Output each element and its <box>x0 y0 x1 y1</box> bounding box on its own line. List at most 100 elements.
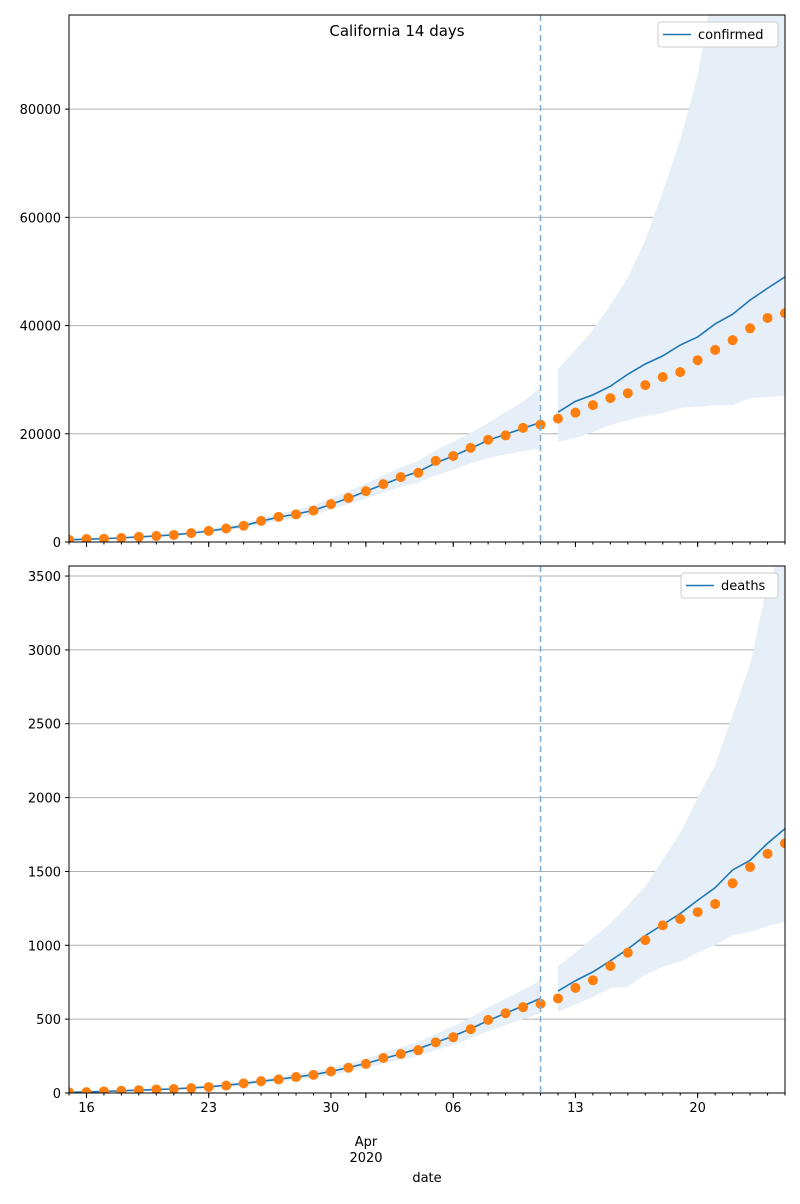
forecast-point <box>675 914 686 925</box>
observed-point <box>343 492 354 503</box>
observed-point <box>256 1076 267 1087</box>
observed-point <box>448 1032 459 1043</box>
x-tick-label: 30 <box>323 1101 340 1116</box>
observed-point <box>395 1049 406 1060</box>
observed-point <box>151 531 162 542</box>
confidence-band <box>69 387 541 541</box>
y-tick-label: 1500 <box>28 865 61 880</box>
observed-point <box>500 1008 511 1019</box>
x-axis-label: date <box>412 1171 441 1186</box>
observed-point <box>273 511 284 522</box>
confirmed-axes: 0 20000 40000 60000 80000 confirmed <box>20 14 786 551</box>
forecast-point <box>587 975 598 986</box>
forecast-point <box>727 878 738 889</box>
observed-point <box>238 520 249 531</box>
observed-point <box>168 1084 179 1093</box>
y-tick-label: 2000 <box>28 792 61 807</box>
observed-point <box>325 1066 336 1077</box>
forecast-line <box>557 828 785 992</box>
y-tick-label: 80000 <box>20 103 61 118</box>
legend-label: deaths <box>721 579 766 594</box>
observed-point <box>413 467 424 478</box>
x-tick-label: 13 <box>567 1101 584 1116</box>
forecast-point <box>570 982 581 993</box>
y-tick-label: 60000 <box>20 211 61 226</box>
forecast-point <box>762 312 773 323</box>
observed-point <box>69 534 74 542</box>
observed-point <box>81 1087 92 1093</box>
observed-point <box>465 442 476 453</box>
forecast-point <box>587 400 598 411</box>
forecast-point <box>640 935 651 946</box>
forecast-point <box>657 920 668 931</box>
observed-point <box>343 1062 354 1073</box>
observed-point <box>133 531 144 542</box>
observed-point <box>465 1024 476 1035</box>
x-tick-label: 23 <box>200 1101 217 1116</box>
legend-box <box>657 21 779 48</box>
observed-point <box>430 455 441 466</box>
observed-point <box>378 1052 389 1063</box>
observed-point <box>535 998 546 1009</box>
observed-point <box>116 532 127 542</box>
forecast-point <box>745 862 756 873</box>
x-tick-label: 06 <box>445 1101 462 1116</box>
axes-frame <box>68 565 786 1094</box>
confidence-band <box>69 980 541 1093</box>
chart-title: California 14 days <box>329 22 464 40</box>
observed-point <box>325 499 336 510</box>
observed-point <box>535 419 546 430</box>
y-tick-label: 3500 <box>28 570 61 585</box>
observed-point <box>116 1085 127 1093</box>
forecast-point <box>657 371 668 382</box>
observed-point <box>151 1084 162 1093</box>
confidence-band <box>557 566 785 1012</box>
observed-point <box>360 486 371 497</box>
forecast-point <box>710 898 721 909</box>
plot-area <box>69 566 785 1093</box>
plot-area <box>69 15 785 542</box>
legend: confirmed <box>657 21 779 48</box>
observed-point <box>98 533 109 542</box>
observed-point <box>221 523 232 534</box>
observed-point <box>395 472 406 483</box>
y-tick-label: 0 <box>53 536 61 551</box>
y-tick-label: 20000 <box>20 428 61 443</box>
observed-point <box>273 1074 284 1085</box>
forecast-point <box>762 848 773 859</box>
forecast-point <box>780 838 785 849</box>
forecast-point <box>552 993 563 1004</box>
forecast-point <box>552 413 563 424</box>
observed-point <box>81 534 92 542</box>
observed-point <box>308 505 319 516</box>
legend: deaths <box>680 572 779 599</box>
observed-point <box>133 1085 144 1093</box>
y-tick-label: 1000 <box>28 939 61 954</box>
y-tick-label: 3000 <box>28 644 61 659</box>
observed-point <box>308 1069 319 1080</box>
forecast-point <box>710 344 721 355</box>
observed-fit-line <box>69 421 541 541</box>
legend-box <box>680 572 779 599</box>
observed-point <box>168 529 179 540</box>
observed-point <box>203 1082 214 1093</box>
forecast-point <box>780 308 785 319</box>
forecast-line <box>557 276 785 413</box>
observed-point <box>483 434 494 445</box>
forecast-point <box>622 947 633 958</box>
y-tick-label: 500 <box>36 1013 61 1028</box>
observed-point <box>203 525 214 536</box>
forecast-point <box>622 388 633 399</box>
x-tick-label: 20 <box>689 1101 706 1116</box>
confidence-band <box>557 15 785 442</box>
forecast-point <box>640 380 651 391</box>
y-tick-label: 40000 <box>20 320 61 335</box>
observed-point <box>430 1037 441 1048</box>
legend-label: confirmed <box>698 28 764 43</box>
axes-frame <box>68 14 786 543</box>
observed-point <box>483 1014 494 1025</box>
forecast-point <box>605 393 616 404</box>
observed-point <box>518 1002 529 1013</box>
forecast-point <box>745 323 756 334</box>
